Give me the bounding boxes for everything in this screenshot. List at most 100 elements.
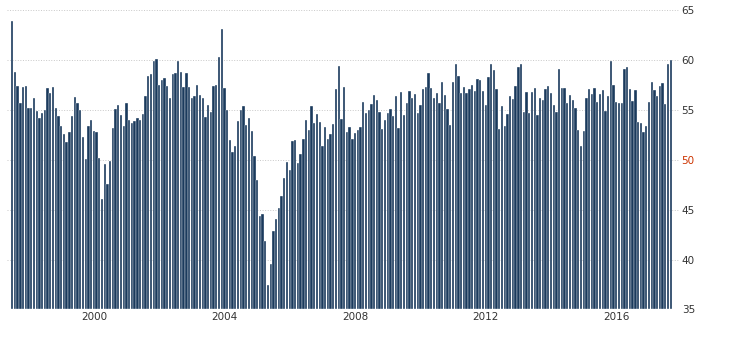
Bar — [433, 98, 435, 309]
Bar — [77, 103, 79, 309]
Bar — [239, 110, 242, 309]
Bar — [477, 79, 479, 309]
Bar — [634, 90, 637, 309]
Bar — [406, 103, 408, 309]
Bar — [528, 113, 531, 309]
Bar — [112, 128, 114, 309]
Bar — [305, 120, 307, 309]
Bar — [653, 90, 656, 309]
Bar — [101, 199, 103, 309]
Bar — [57, 116, 60, 309]
Bar — [583, 131, 585, 309]
Bar — [566, 103, 569, 309]
Bar — [11, 21, 13, 309]
Bar — [599, 94, 601, 309]
Bar — [460, 93, 462, 309]
Bar — [82, 137, 84, 309]
Bar — [261, 214, 264, 309]
Bar — [343, 87, 345, 309]
Bar — [115, 109, 117, 309]
Bar — [520, 64, 522, 309]
Bar — [575, 108, 577, 309]
Bar — [378, 112, 381, 309]
Bar — [408, 91, 411, 309]
Bar — [498, 129, 501, 309]
Bar — [123, 126, 125, 309]
Bar — [228, 140, 231, 309]
Bar — [631, 101, 634, 309]
Bar — [120, 115, 122, 309]
Bar — [417, 113, 419, 309]
Bar — [118, 105, 120, 309]
Bar — [180, 72, 182, 309]
Bar — [327, 139, 329, 309]
Bar — [223, 88, 226, 309]
Bar — [291, 141, 293, 309]
Bar — [539, 98, 541, 309]
Bar — [68, 132, 71, 309]
Bar — [30, 108, 32, 309]
Bar — [316, 114, 318, 309]
Bar — [55, 108, 57, 309]
Bar — [212, 86, 215, 309]
Bar — [131, 123, 133, 309]
Bar — [172, 74, 174, 309]
Bar — [471, 85, 473, 309]
Bar — [215, 85, 218, 309]
Bar — [174, 73, 177, 309]
Bar — [531, 92, 533, 309]
Bar — [280, 196, 283, 309]
Bar — [438, 103, 441, 309]
Bar — [397, 128, 400, 309]
Bar — [485, 105, 487, 309]
Bar — [166, 86, 169, 309]
Bar — [419, 105, 421, 309]
Bar — [526, 92, 528, 309]
Bar — [400, 92, 402, 309]
Bar — [109, 161, 111, 309]
Bar — [482, 91, 484, 309]
Bar — [414, 94, 416, 309]
Bar — [411, 98, 413, 309]
Bar — [667, 64, 669, 309]
Bar — [169, 98, 172, 309]
Bar — [247, 118, 250, 309]
Bar — [669, 60, 672, 309]
Bar — [297, 163, 299, 309]
Bar — [359, 127, 361, 309]
Bar — [256, 180, 258, 309]
Bar — [250, 131, 253, 309]
Bar — [60, 126, 62, 309]
Bar — [642, 132, 645, 309]
Bar — [313, 123, 315, 309]
Bar — [618, 103, 620, 309]
Bar — [307, 130, 310, 309]
Bar — [639, 123, 642, 309]
Bar — [501, 106, 503, 309]
Bar — [650, 82, 653, 309]
Bar — [185, 73, 188, 309]
Bar — [277, 208, 280, 309]
Bar — [27, 108, 30, 309]
Bar — [139, 120, 141, 309]
Bar — [329, 134, 331, 309]
Bar — [376, 100, 378, 309]
Bar — [38, 118, 41, 309]
Bar — [496, 89, 498, 309]
Bar — [231, 152, 234, 309]
Bar — [664, 104, 666, 309]
Bar — [436, 93, 438, 309]
Bar — [19, 103, 21, 309]
Bar — [545, 89, 547, 309]
Bar — [147, 76, 150, 309]
Bar — [242, 106, 245, 309]
Bar — [457, 76, 460, 309]
Bar — [340, 119, 342, 309]
Bar — [537, 115, 539, 309]
Bar — [210, 112, 212, 309]
Bar — [585, 98, 588, 309]
Bar — [93, 131, 95, 309]
Bar — [267, 286, 269, 309]
Bar — [534, 88, 536, 309]
Bar — [52, 87, 54, 309]
